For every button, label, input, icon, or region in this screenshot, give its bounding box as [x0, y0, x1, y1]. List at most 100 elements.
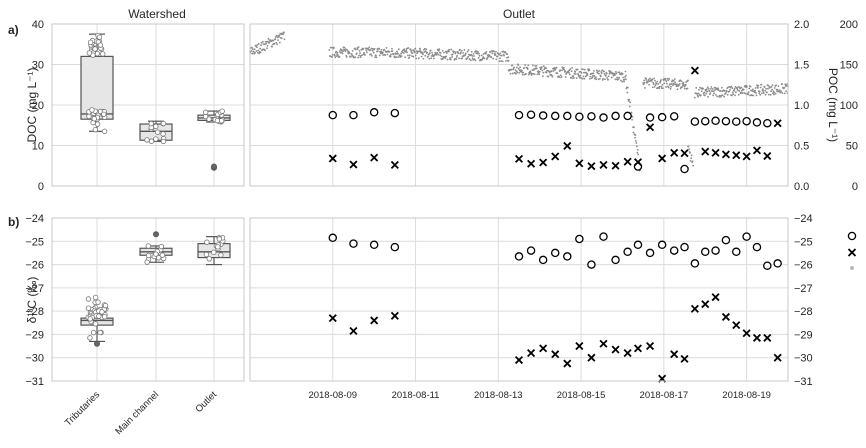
circle-marker: [680, 242, 689, 252]
continuous-dot: [365, 49, 368, 52]
continuous-dot: [400, 52, 403, 55]
continuous-dot: [338, 50, 341, 52]
box-outlier: [152, 231, 159, 238]
continuous-dot: [560, 76, 563, 78]
continuous-dot: [445, 52, 448, 55]
circle-marker: [526, 110, 536, 119]
continuous-dot: [344, 48, 347, 51]
continuous-dot: [538, 73, 541, 76]
continuous-dot: [449, 57, 452, 59]
continuous-dot: [775, 84, 778, 87]
continuous-dot: [625, 78, 627, 81]
continuous-dot: [693, 96, 696, 99]
continuous-dot: [742, 88, 745, 91]
continuous-dot: [499, 52, 502, 55]
continuous-dot: [619, 79, 622, 82]
continuous-dot: [386, 53, 389, 56]
continuous-dot: [498, 54, 500, 56]
continuous-dot: [394, 56, 397, 59]
continuous-dot: [738, 90, 741, 92]
continuous-dot: [717, 87, 720, 90]
circle-marker: [700, 247, 710, 257]
continuous-dot: [606, 76, 609, 79]
continuous-dot: [714, 89, 716, 91]
continuous-dot: [329, 55, 332, 58]
x-marker: [711, 148, 720, 157]
continuous-dot: [545, 71, 548, 74]
continuous-dot: [437, 53, 440, 56]
continuous-dot: [474, 59, 477, 62]
continuous-dot: [657, 82, 660, 85]
continuous-dot: [592, 72, 595, 75]
continuous-dot: [340, 51, 343, 54]
continuous-dot: [595, 69, 598, 72]
continuous-dot: [602, 78, 604, 80]
continuous-dot: [349, 55, 352, 58]
continuous-dot: [511, 72, 514, 75]
continuous-dot: [355, 52, 358, 55]
box-sample-point: [144, 259, 150, 265]
circle-marker: [328, 110, 338, 120]
box-sample-point: [160, 120, 167, 127]
continuous-dot: [438, 48, 441, 51]
continuous-dot: [412, 49, 415, 52]
d13c-tick-label: −31: [25, 376, 44, 388]
continuous-dot: [262, 43, 265, 45]
continuous-dot: [368, 46, 371, 49]
continuous-dot: [568, 69, 571, 72]
continuous-dot: [633, 126, 635, 129]
continuous-dot: [610, 76, 613, 79]
continuous-dot: [706, 90, 709, 93]
continuous-dot: [661, 87, 664, 90]
continuous-dot: [328, 49, 331, 51]
third-axis-tick-label: 150: [840, 60, 858, 72]
continuous-dot: [593, 75, 596, 77]
continuous-dot: [396, 50, 398, 53]
continuous-dot: [335, 55, 338, 58]
continuous-dot: [572, 77, 575, 79]
axes-frame: [51, 23, 245, 187]
continuous-dot: [389, 55, 392, 58]
continuous-dot: [500, 54, 503, 57]
circle-marker: [563, 252, 572, 261]
continuous-dot: [562, 66, 565, 69]
continuous-dot: [658, 85, 661, 88]
continuous-dot: [334, 56, 337, 59]
continuous-dot: [666, 82, 668, 85]
continuous-dot: [482, 56, 485, 58]
continuous-dot: [556, 72, 559, 75]
x-marker: [633, 344, 643, 353]
continuous-dot: [526, 68, 529, 70]
box-sample-point: [101, 314, 108, 320]
box-sample-point: [160, 131, 166, 137]
continuous-dot: [404, 56, 407, 59]
circle-marker: [390, 108, 400, 118]
continuous-dot: [391, 50, 394, 53]
continuous-dot: [359, 52, 361, 55]
continuous-dot: [448, 48, 451, 51]
continuous-dot: [757, 84, 760, 87]
box-sample-point: [91, 116, 98, 122]
continuous-dot: [594, 76, 597, 79]
continuous-dot: [614, 74, 616, 76]
continuous-dot: [259, 47, 262, 50]
continuous-dot: [605, 72, 608, 75]
continuous-dot: [715, 87, 718, 90]
x-marker: [514, 154, 524, 163]
continuous-dot: [744, 92, 747, 95]
continuous-dot: [661, 83, 664, 86]
continuous-dot: [427, 55, 429, 58]
continuous-dot: [273, 42, 276, 45]
continuous-dot: [547, 75, 550, 78]
continuous-dot: [429, 49, 432, 52]
continuous-dot: [767, 93, 770, 96]
continuous-dot: [709, 88, 712, 90]
box-sample-point: [86, 113, 92, 120]
continuous-dot: [268, 41, 271, 44]
circle-marker: [587, 260, 596, 269]
continuous-dot: [411, 55, 413, 57]
continuous-dot: [275, 34, 278, 37]
continuous-dot: [698, 88, 700, 91]
continuous-dot: [480, 54, 483, 57]
d13c-tick-label: −24: [25, 213, 44, 225]
